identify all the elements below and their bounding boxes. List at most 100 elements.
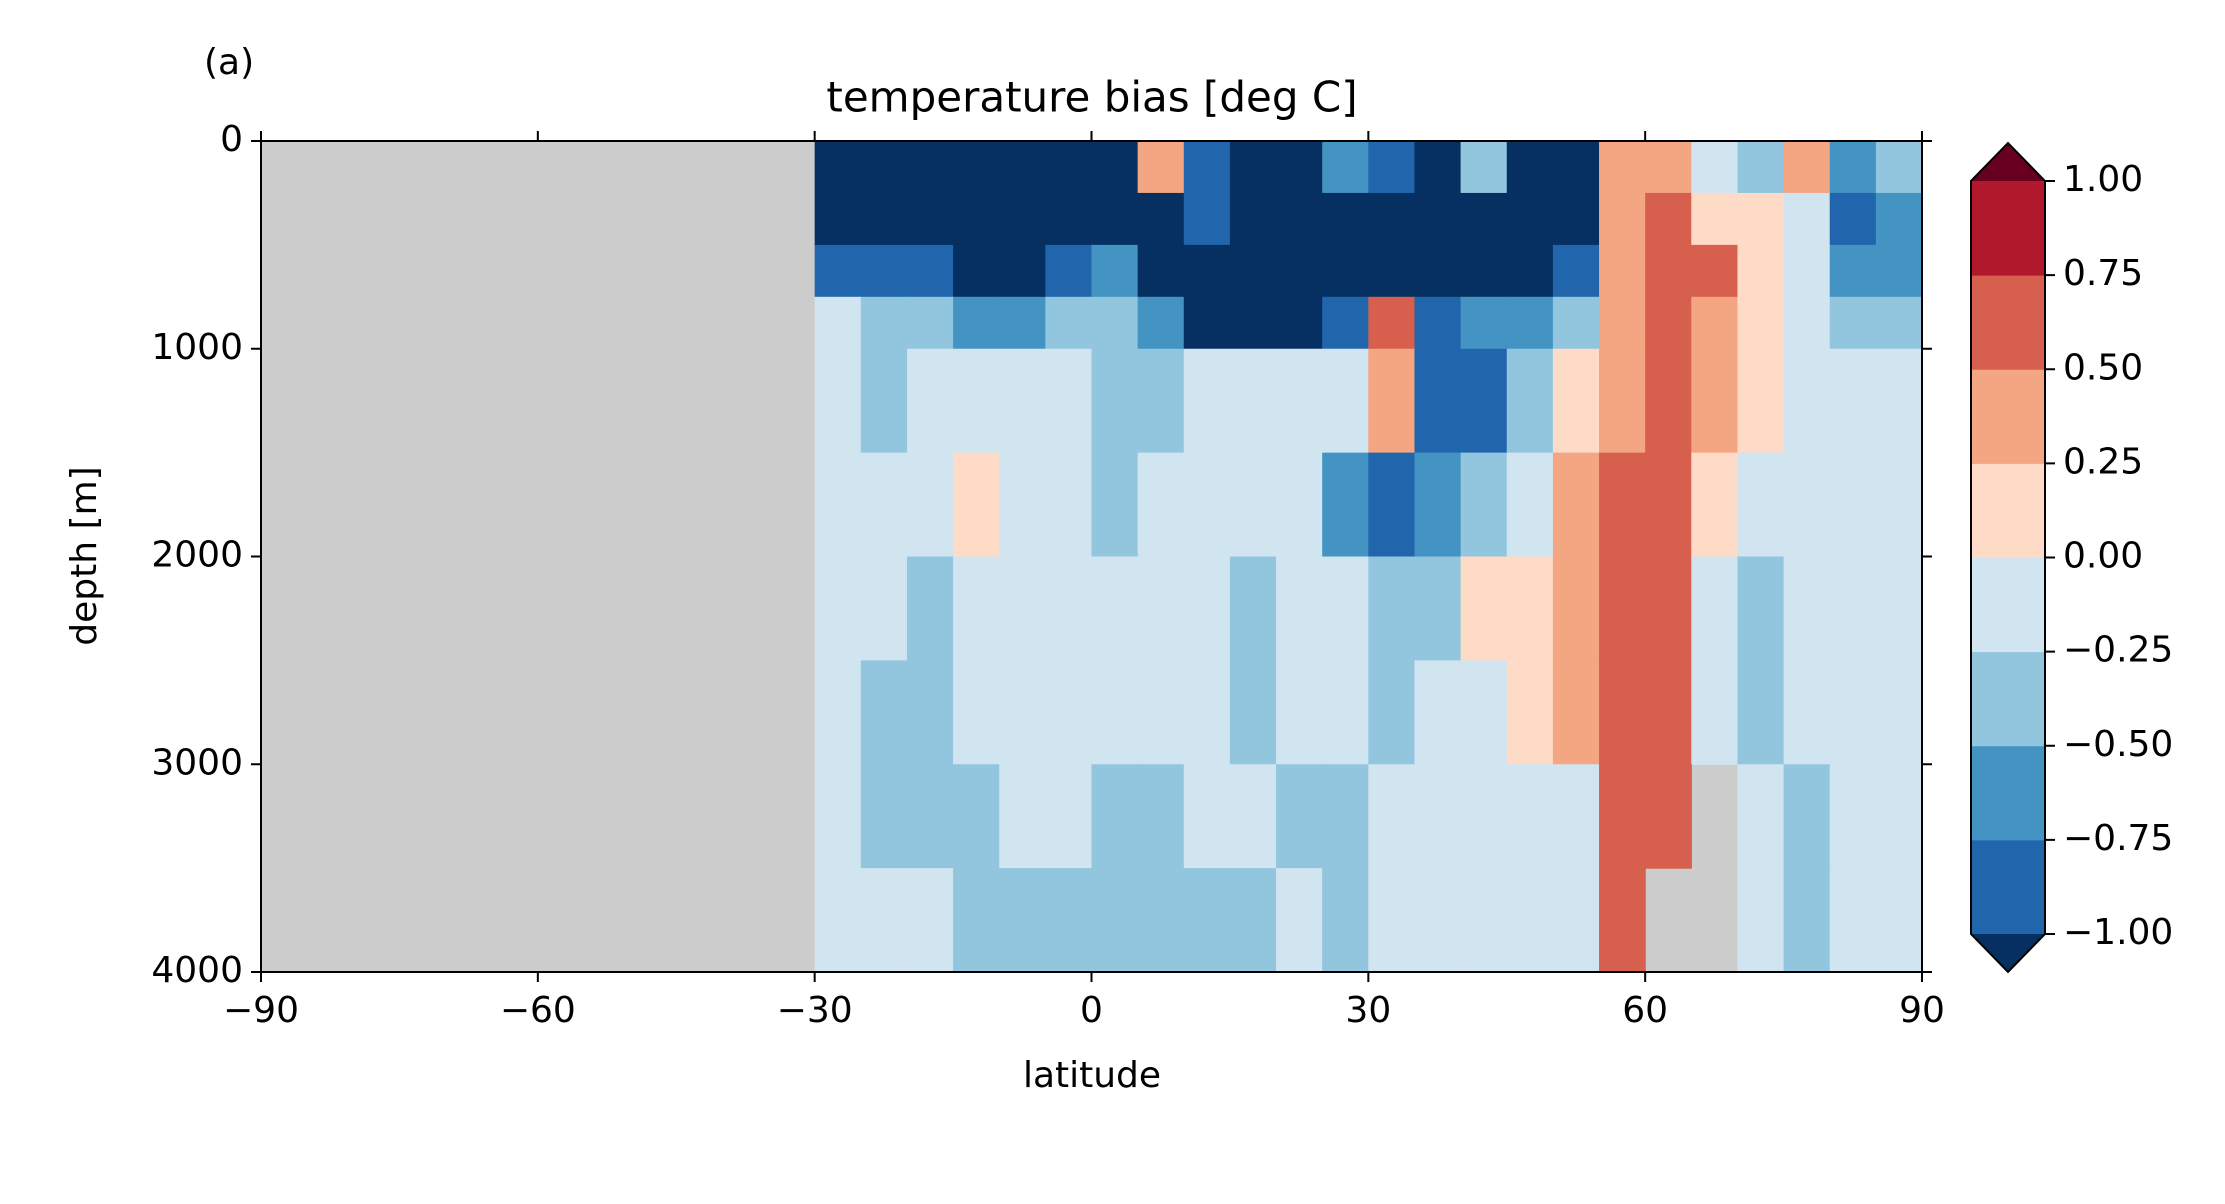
heat-cell: [953, 244, 1000, 298]
heat-cell: [906, 868, 954, 973]
heat-cell: [1506, 348, 1554, 454]
heat-cell: [1229, 868, 1277, 973]
heat-cell: [860, 660, 908, 765]
heat-cell: [1645, 141, 1692, 194]
heat-cell: [1322, 764, 1369, 869]
heat-cell: [1229, 296, 1277, 350]
heat-cell: [814, 244, 862, 298]
heat-cell: [1552, 452, 1600, 558]
heat-cell: [906, 141, 954, 194]
heat-cell: [999, 141, 1046, 194]
heat-cell: [860, 868, 908, 973]
heat-cell: [1552, 192, 1600, 246]
heat-cell: [1506, 868, 1554, 973]
heat-cell: [1229, 452, 1277, 558]
heat-cell: [1368, 296, 1416, 350]
heat-cell: [1045, 764, 1093, 869]
heat-cell: [1414, 244, 1462, 298]
heat-cell: [814, 660, 862, 765]
heat-cell: [1414, 868, 1462, 973]
heat-cell: [1091, 764, 1139, 869]
heat-cell: [1552, 296, 1600, 350]
heat-cell: [1368, 348, 1416, 454]
heat-cell: [1875, 452, 1923, 558]
heat-cell: [1229, 556, 1277, 661]
heat-cell: [1783, 660, 1831, 765]
heat-cell: [1368, 868, 1416, 973]
heat-cell: [1506, 296, 1554, 350]
heat-cell: [1322, 348, 1369, 454]
heat-cell: [1829, 764, 1877, 869]
heat-cell: [1783, 348, 1831, 454]
heat-cell: [906, 556, 954, 661]
heat-cell: [1506, 244, 1554, 298]
heat-cell: [1506, 141, 1554, 194]
colorbar-segment: [1971, 275, 2045, 370]
heat-cell: [1276, 296, 1323, 350]
heat-cell: [814, 452, 862, 558]
heat-cell: [1599, 660, 1646, 765]
heat-cell: [1645, 660, 1692, 765]
x-tick-label: 60: [1622, 990, 1668, 1031]
heat-cell: [814, 764, 862, 869]
heat-cell: [1414, 296, 1462, 350]
heat-cell: [1691, 660, 1739, 765]
heat-cell: [953, 764, 1000, 869]
heat-cell: [1183, 868, 1231, 973]
heat-cell: [1276, 244, 1323, 298]
heat-cell: [1737, 296, 1785, 350]
heat-cell: [1460, 556, 1508, 661]
x-tick-label: 90: [1899, 990, 1945, 1031]
heat-cell: [1875, 556, 1923, 661]
heat-cell: [1229, 141, 1277, 194]
heat-cell: [860, 764, 908, 869]
heat-cell: [860, 141, 908, 194]
colorbar-extend-min: [1971, 934, 2045, 972]
colorbar-tick-label: −0.75: [2063, 818, 2173, 859]
heat-cell: [1829, 192, 1877, 246]
heat-cell: [1368, 141, 1416, 194]
heat-cell: [1552, 868, 1600, 973]
heat-cell: [1737, 764, 1785, 869]
heat-cell: [1460, 764, 1508, 869]
heat-cell: [1645, 296, 1692, 350]
heat-cell: [1875, 868, 1923, 973]
heat-cell: [1322, 452, 1369, 558]
heat-cell: [1414, 348, 1462, 454]
heat-cell: [906, 660, 954, 765]
heat-cell: [999, 192, 1046, 246]
heat-cell: [1599, 348, 1646, 454]
heat-cell: [860, 348, 908, 454]
heat-cell: [1276, 348, 1323, 454]
heat-cell: [1691, 192, 1739, 246]
heat-cell: [1645, 244, 1692, 298]
heat-cell: [1783, 296, 1831, 350]
heat-cell: [1691, 296, 1739, 350]
heat-cell: [1829, 296, 1877, 350]
heat-cell: [1552, 348, 1600, 454]
heat-cell: [1276, 868, 1323, 973]
y-tick-label: 2000: [151, 535, 243, 576]
heat-cell: [1137, 660, 1185, 765]
heat-cell: [1276, 141, 1323, 194]
y-axis-label: depth [m]: [64, 466, 105, 645]
heat-cell: [1875, 141, 1923, 194]
heat-cell: [1045, 868, 1093, 973]
heat-cell: [860, 296, 908, 350]
heat-cell: [1645, 764, 1692, 869]
heat-cell: [814, 141, 862, 194]
heat-cell: [1783, 764, 1831, 869]
colorbar-segment: [1971, 745, 2045, 841]
x-tick-label: 30: [1345, 990, 1391, 1031]
heat-cell: [814, 192, 862, 246]
heat-cell: [1322, 141, 1369, 194]
heat-cell: [1322, 296, 1369, 350]
heat-cell: [1783, 452, 1831, 558]
heat-cell: [814, 296, 862, 350]
heat-cell: [1645, 556, 1692, 661]
heat-cell: [1829, 452, 1877, 558]
heat-cell: [1183, 452, 1231, 558]
heat-cell: [1691, 244, 1739, 298]
heat-cell: [999, 348, 1046, 454]
